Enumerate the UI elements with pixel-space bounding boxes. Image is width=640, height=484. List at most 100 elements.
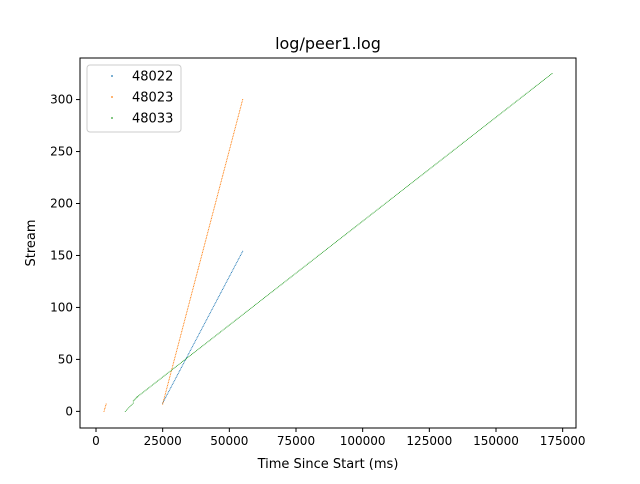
data-point: [224, 165, 226, 167]
data-point: [327, 247, 329, 250]
data-point: [202, 250, 204, 252]
data-point: [183, 321, 185, 323]
data-point: [214, 303, 216, 305]
data-point: [197, 335, 199, 337]
data-point: [233, 133, 235, 135]
data-point: [173, 367, 175, 369]
data-point: [348, 231, 350, 233]
data-point: [195, 275, 197, 277]
data-point: [264, 297, 266, 299]
data-point: [164, 374, 166, 376]
data-point: [199, 262, 201, 264]
data-point: [208, 314, 210, 316]
data-point: [214, 205, 216, 207]
data-point: [211, 308, 213, 311]
data-point: [230, 323, 232, 325]
data-point: [184, 358, 186, 361]
data-point: [282, 282, 285, 284]
data-point: [103, 409, 105, 411]
data-point: [445, 155, 447, 157]
data-point: [216, 197, 218, 200]
data-point: [210, 219, 212, 221]
data-point: [241, 314, 243, 316]
data-point: [224, 167, 226, 169]
data-point: [228, 150, 230, 152]
data-point: [145, 389, 147, 391]
data-point: [171, 385, 173, 387]
data-point: [294, 273, 296, 275]
data-point: [188, 304, 190, 306]
y-axis-label: Stream: [24, 219, 39, 266]
data-point: [179, 338, 181, 340]
data-point: [216, 298, 218, 301]
data-point: [513, 102, 515, 104]
data-point: [325, 248, 327, 250]
data-point: [170, 369, 172, 371]
data-point: [241, 100, 243, 102]
x-tick-label: 175000: [540, 434, 586, 448]
data-point: [168, 391, 170, 393]
data-point: [179, 369, 181, 371]
data-point: [227, 156, 229, 158]
data-point: [235, 263, 237, 265]
data-point: [195, 340, 197, 342]
legend-label: 48033: [132, 112, 173, 127]
data-point: [430, 167, 432, 169]
y-tick-label: 250: [50, 145, 73, 159]
data-point: [359, 222, 361, 224]
data-point: [200, 258, 202, 260]
data-point: [164, 394, 166, 396]
data-point: [230, 143, 232, 145]
data-point: [233, 320, 235, 322]
data-point: [222, 329, 224, 331]
data-point: [235, 125, 237, 127]
data-point: [346, 233, 348, 235]
data-point: [177, 343, 180, 345]
data-point: [260, 299, 262, 302]
data-point: [165, 396, 167, 398]
data-point: [191, 292, 193, 294]
data-point: [361, 221, 363, 223]
data-point: [185, 315, 187, 317]
data-point: [208, 227, 210, 229]
data-point: [220, 182, 222, 184]
data-point: [223, 171, 225, 173]
data-point: [189, 299, 191, 302]
data-point: [417, 177, 419, 179]
data-point: [472, 134, 474, 137]
data-point: [460, 143, 462, 145]
data-point: [141, 392, 143, 394]
data-point: [407, 185, 409, 187]
data-point: [211, 216, 213, 218]
data-point: [469, 136, 471, 138]
data-point: [203, 245, 205, 247]
data-point: [239, 256, 241, 258]
data-point: [301, 267, 303, 269]
data-point: [383, 203, 385, 205]
data-point: [400, 190, 402, 193]
data-point: [242, 99, 244, 101]
data-point: [446, 154, 448, 156]
data-point: [546, 76, 548, 79]
data-point: [215, 201, 217, 203]
data-point: [240, 103, 242, 105]
data-point: [236, 262, 238, 264]
data-point: [233, 266, 235, 268]
data-point: [377, 208, 379, 210]
data-point: [236, 260, 238, 262]
data-point: [218, 294, 221, 296]
data-point: [537, 83, 539, 85]
data-point: [270, 292, 272, 294]
data-point: [314, 257, 316, 259]
data-point: [209, 339, 211, 341]
x-tick-label: 125000: [406, 434, 452, 448]
data-point: [455, 147, 457, 149]
data-point: [284, 281, 286, 283]
data-point: [222, 173, 224, 175]
data-point: [231, 139, 233, 141]
data-point: [164, 398, 166, 400]
data-point: [467, 138, 469, 140]
x-tick-label: 50000: [210, 434, 248, 448]
series-48022: [162, 250, 244, 404]
